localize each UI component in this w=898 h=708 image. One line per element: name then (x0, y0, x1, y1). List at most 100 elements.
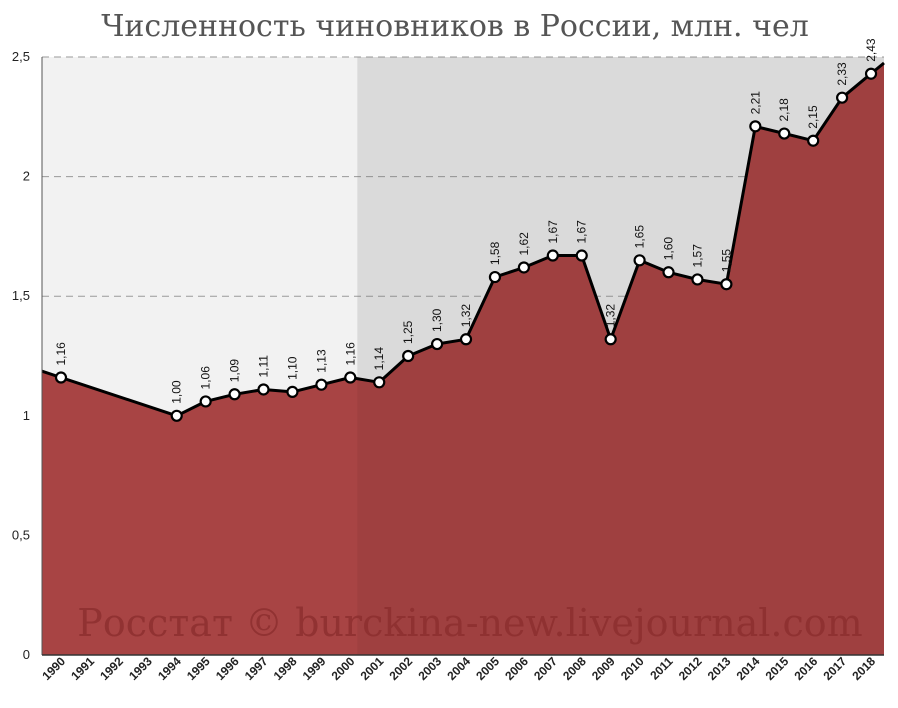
x-tick-label: 2016 (792, 654, 821, 683)
data-point (836, 91, 849, 104)
x-tick-label: 1999 (300, 654, 329, 683)
data-label: 1,60 (662, 237, 676, 261)
data-labels: 1,16 1,00 1,06 1,09 1,11 1,10 1,13 1,16 1,14 1,25… (54, 38, 878, 404)
x-tick-label: 1991 (68, 654, 97, 683)
line-series (41, 61, 885, 418)
x-tick-label: 2013 (705, 654, 734, 683)
x-tick-label: 1994 (155, 654, 184, 683)
data-label: 1,16 (343, 342, 357, 366)
data-label: 1,57 (690, 244, 704, 268)
data-point (864, 67, 878, 80)
data-point (402, 349, 415, 363)
x-tick-label: 1992 (97, 654, 126, 683)
x-tick-label: 2011 (647, 654, 676, 683)
x-tick-label: 2009 (589, 654, 618, 683)
x-tick-label: 2017 (820, 654, 849, 683)
data-label: 2,43 (864, 38, 878, 62)
x-tick-label: 2001 (358, 654, 387, 683)
data-label: 1,67 (546, 220, 560, 244)
data-point (633, 254, 646, 267)
x-tick-label: 2012 (676, 654, 705, 683)
data-point (54, 371, 68, 384)
data-label: 2,21 (748, 91, 762, 115)
x-tick-label: 1995 (184, 654, 213, 683)
x-tick-label: 2014 (734, 654, 763, 683)
data-point (807, 134, 820, 147)
area-series (42, 57, 884, 655)
chart-title: Численность чиновников в России, млн. че… (101, 9, 809, 44)
data-point (373, 376, 386, 389)
y-tick-label: 0 (23, 647, 30, 662)
y-tick-label: 2,5 (12, 49, 30, 64)
x-tick-label: 2015 (763, 654, 792, 683)
data-label: 2,15 (806, 105, 820, 129)
x-tick-label: 2000 (329, 654, 358, 683)
data-point (546, 249, 559, 262)
x-tick-label: 1997 (242, 654, 271, 683)
y-tick-label: 1,5 (12, 288, 30, 303)
x-tick-label: 1996 (213, 654, 242, 683)
x-tick-label: 2008 (560, 654, 589, 683)
data-label: 1,58 (488, 241, 502, 265)
data-point (720, 278, 733, 291)
data-point (459, 333, 473, 346)
data-label: 1,32 (459, 304, 473, 328)
data-points (54, 67, 878, 422)
x-tick-label: 2006 (502, 654, 531, 683)
data-label: 1,13 (314, 349, 328, 373)
data-label: 1,10 (285, 356, 299, 380)
data-label: 1,14 (372, 347, 386, 371)
x-tick-label: 2007 (531, 654, 560, 683)
data-point (344, 371, 357, 384)
watermark: Росстат © burckina-new.livejournal.com (77, 601, 862, 645)
y-tick-label: 2 (23, 169, 30, 184)
area-fill (42, 63, 884, 655)
data-label: 1,25 (401, 320, 415, 344)
x-tick-label: 2005 (473, 654, 502, 683)
data-label: 1,16 (54, 342, 68, 366)
x-axis: 1990 1991 1992 1993 1994 1995 1996 1997 1998 1999… (39, 654, 884, 683)
data-point (199, 395, 212, 408)
data-label: 2,18 (777, 98, 791, 122)
series-line (41, 61, 885, 418)
data-label: 1,32 (604, 304, 618, 328)
data-label: 1,62 (517, 232, 531, 256)
data-point (691, 273, 704, 286)
data-point (488, 270, 502, 284)
data-point (517, 261, 530, 274)
data-label: 2,33 (835, 62, 849, 86)
x-tick-label: 1990 (39, 654, 68, 683)
area-shade (357, 57, 884, 655)
data-point (315, 378, 328, 391)
x-tick-label: 2018 (849, 654, 878, 683)
x-tick-label: 2010 (618, 654, 647, 683)
data-label: 1,06 (199, 366, 213, 390)
data-label: 1,11 (257, 355, 271, 378)
data-point (257, 383, 270, 396)
data-label: 1,55 (719, 249, 733, 273)
data-label: 1,09 (228, 359, 242, 383)
data-point (430, 337, 444, 351)
data-point (575, 249, 588, 262)
x-tick-label: 2002 (386, 654, 415, 683)
y-tick-label: 1 (23, 408, 30, 423)
data-label: 1,30 (430, 308, 444, 332)
data-point (286, 385, 299, 398)
x-tick-label: 2003 (415, 654, 444, 683)
y-tick-label: 0,5 (12, 527, 30, 542)
data-point (749, 120, 762, 133)
data-point (228, 388, 241, 401)
data-point (170, 409, 183, 422)
x-tick-label: 1993 (126, 654, 155, 683)
x-tick-label: 1998 (271, 654, 300, 683)
data-point (604, 333, 617, 346)
x-tick-label: 2004 (444, 654, 473, 683)
data-label: 1,65 (633, 225, 647, 249)
data-label: 1,00 (170, 380, 184, 404)
data-point (778, 127, 791, 140)
y-axis: 0 0,5 1 1,5 2 2,5 (12, 49, 43, 662)
data-label: 1,67 (575, 220, 589, 244)
data-point (662, 266, 675, 279)
